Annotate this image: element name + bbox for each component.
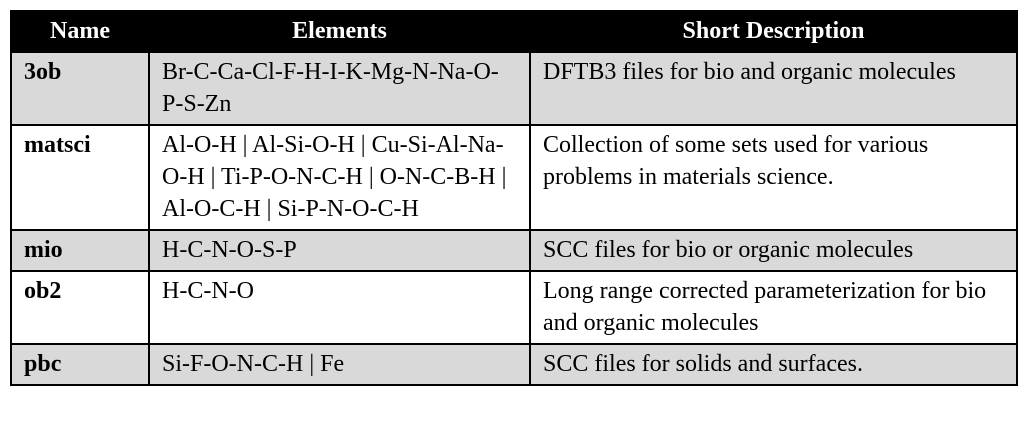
table-row: 3ob Br-C-Ca-Cl-F-H-I-K-Mg-N-Na-O-P-S-Zn … [10,51,1018,126]
row-elements: H-C-N-O [148,270,531,345]
header-short-description: Short Description [529,10,1018,53]
header-elements: Elements [148,10,531,53]
row-description: DFTB3 files for bio and organic molecule… [529,51,1018,126]
row-name: pbc [10,343,150,386]
row-description: Long range corrected parameterization fo… [529,270,1018,345]
table-header: Name Elements Short Description [10,10,1018,53]
table-row: mio H-C-N-O-S-P SCC files for bio or org… [10,229,1018,272]
row-elements: H-C-N-O-S-P [148,229,531,272]
parameter-sets-table: Name Elements Short Description 3ob Br-C… [10,10,1018,386]
row-name: ob2 [10,270,150,345]
row-name: matsci [10,124,150,231]
row-elements: Al-O-H | Al-Si-O-H | Cu-Si-Al-Na-O-H | T… [148,124,531,231]
table-row: matsci Al-O-H | Al-Si-O-H | Cu-Si-Al-Na-… [10,124,1018,231]
row-elements: Br-C-Ca-Cl-F-H-I-K-Mg-N-Na-O-P-S-Zn [148,51,531,126]
table-row: ob2 H-C-N-O Long range corrected paramet… [10,270,1018,345]
row-name: mio [10,229,150,272]
header-row: Name Elements Short Description [10,10,1018,53]
row-name: 3ob [10,51,150,126]
row-description: SCC files for solids and surfaces. [529,343,1018,386]
table-body: 3ob Br-C-Ca-Cl-F-H-I-K-Mg-N-Na-O-P-S-Zn … [10,51,1018,386]
row-description: Collection of some sets used for various… [529,124,1018,231]
parameter-sets-table-container: Name Elements Short Description 3ob Br-C… [10,10,1018,386]
row-description: SCC files for bio or organic molecules [529,229,1018,272]
table-row: pbc Si-F-O-N-C-H | Fe SCC files for soli… [10,343,1018,386]
header-name: Name [10,10,150,53]
row-elements: Si-F-O-N-C-H | Fe [148,343,531,386]
